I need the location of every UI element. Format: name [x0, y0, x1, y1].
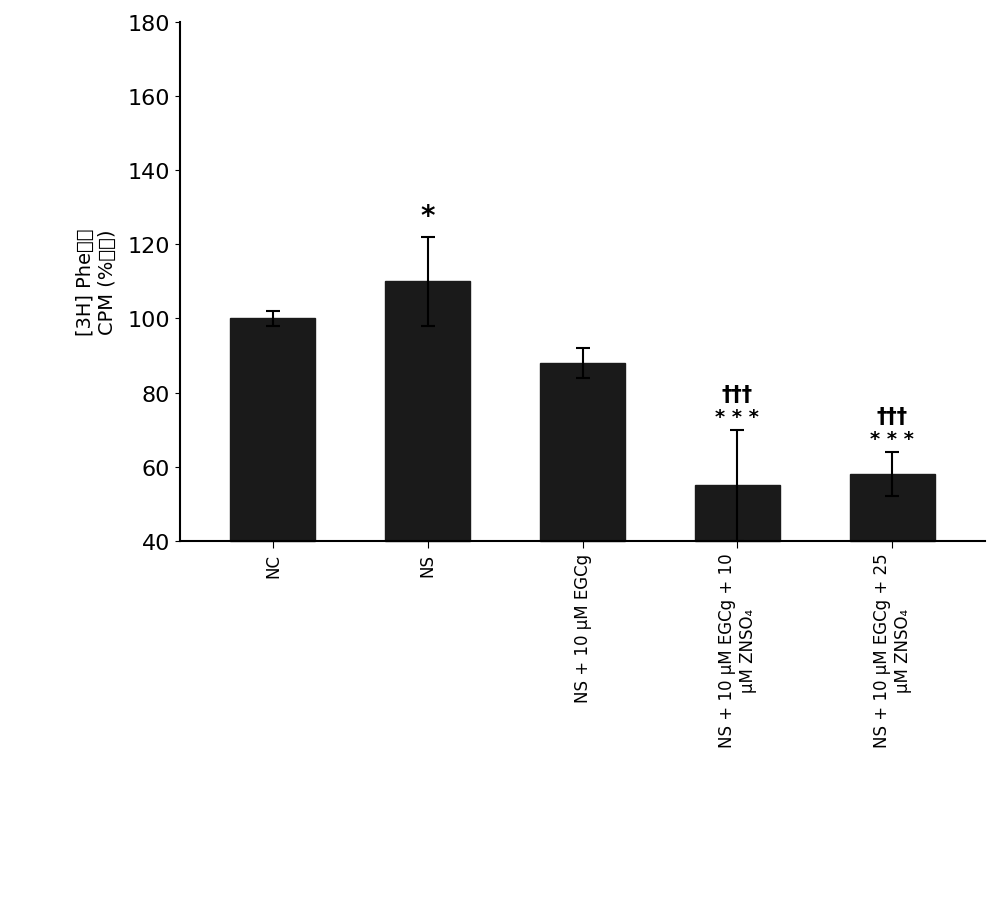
Bar [230, 319, 315, 541]
Bar [540, 364, 625, 541]
Bar [850, 474, 935, 541]
Text: †††: ††† [722, 384, 753, 404]
Text: * * *: * * * [715, 408, 759, 427]
Text: * * *: * * * [870, 429, 914, 448]
Text: *: * [420, 202, 435, 230]
Bar [385, 282, 470, 541]
Bar [695, 485, 780, 541]
Y-axis label: [3H] Phe释放
CPM (%对照): [3H] Phe释放 CPM (%对照) [76, 228, 117, 336]
Text: †††: ††† [877, 407, 908, 427]
